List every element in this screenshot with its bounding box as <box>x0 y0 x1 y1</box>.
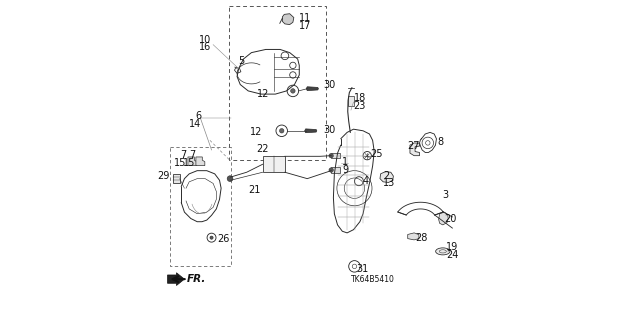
Text: 12: 12 <box>250 127 262 137</box>
Text: 31: 31 <box>356 263 369 274</box>
Bar <box>173 174 180 183</box>
Text: 10: 10 <box>198 35 211 45</box>
Text: 15: 15 <box>174 158 187 168</box>
Text: 13: 13 <box>383 178 396 189</box>
Text: 24: 24 <box>446 249 458 260</box>
Polygon shape <box>188 157 197 166</box>
Circle shape <box>329 153 333 158</box>
Text: 28: 28 <box>415 233 428 243</box>
Polygon shape <box>196 157 205 166</box>
Text: 9: 9 <box>342 165 348 175</box>
Text: 11: 11 <box>300 12 312 23</box>
Text: 29: 29 <box>157 171 170 181</box>
Text: 3: 3 <box>442 190 448 200</box>
Circle shape <box>210 236 213 239</box>
Bar <box>348 96 354 106</box>
Text: 30: 30 <box>323 125 335 135</box>
Text: 27: 27 <box>407 141 420 151</box>
Circle shape <box>280 129 284 133</box>
Text: FR.: FR. <box>187 274 206 284</box>
Text: 2: 2 <box>383 171 389 181</box>
Polygon shape <box>305 129 317 133</box>
Text: 15: 15 <box>182 158 195 168</box>
Text: 23: 23 <box>353 101 366 111</box>
Text: 30: 30 <box>323 80 335 91</box>
Polygon shape <box>408 233 419 240</box>
Text: 7: 7 <box>189 150 195 160</box>
Circle shape <box>227 176 233 182</box>
Text: 8: 8 <box>437 137 444 147</box>
Text: 6: 6 <box>195 111 201 122</box>
Text: 25: 25 <box>371 149 383 159</box>
Text: 20: 20 <box>444 213 456 224</box>
Circle shape <box>329 168 333 172</box>
Bar <box>229 6 326 160</box>
Polygon shape <box>282 14 294 25</box>
Polygon shape <box>410 143 420 156</box>
Text: 22: 22 <box>257 144 269 154</box>
Circle shape <box>291 89 295 93</box>
Polygon shape <box>168 273 184 286</box>
Bar <box>170 147 230 266</box>
Polygon shape <box>438 212 448 225</box>
Text: 4: 4 <box>362 176 368 186</box>
Text: 14: 14 <box>189 119 201 129</box>
Text: 12: 12 <box>257 89 269 99</box>
Polygon shape <box>307 87 319 91</box>
Text: 1: 1 <box>342 157 348 167</box>
Text: 26: 26 <box>218 234 230 244</box>
Ellipse shape <box>436 248 450 255</box>
Text: 5: 5 <box>239 56 245 66</box>
Text: 21: 21 <box>248 185 261 195</box>
Polygon shape <box>380 172 394 182</box>
Bar <box>262 156 285 172</box>
Text: TK64B5410: TK64B5410 <box>351 275 395 284</box>
Bar <box>331 153 340 158</box>
Text: 16: 16 <box>198 42 211 52</box>
Text: 18: 18 <box>353 93 365 103</box>
Bar <box>331 167 340 173</box>
Text: 19: 19 <box>446 242 458 252</box>
Text: 7: 7 <box>180 150 187 160</box>
Text: 17: 17 <box>300 21 312 31</box>
